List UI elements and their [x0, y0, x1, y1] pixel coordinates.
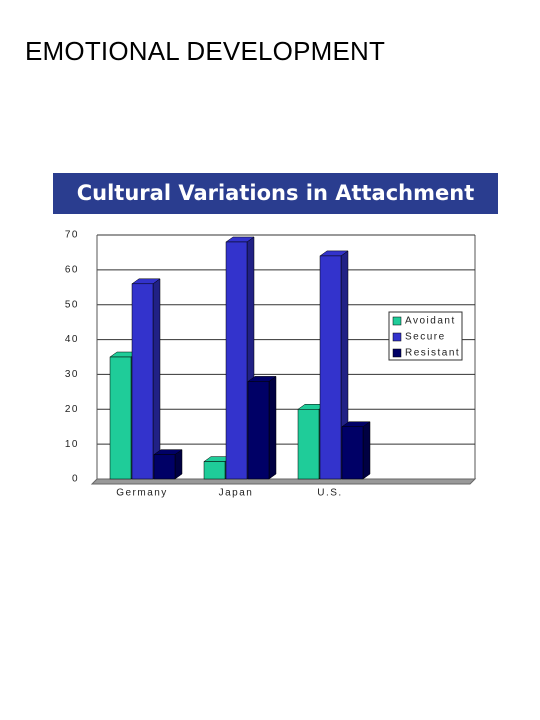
bar — [297, 409, 320, 480]
y-tick-label: 40 — [65, 334, 79, 345]
bar-side-shade — [363, 421, 370, 479]
bar-side-shade — [269, 376, 276, 479]
bar — [203, 461, 226, 480]
bar — [131, 283, 154, 480]
legend-label: Resistant — [405, 348, 460, 359]
floor — [90, 478, 477, 485]
legend-label: Secure — [405, 332, 446, 343]
bar — [341, 426, 364, 480]
y-tick-label: 70 — [65, 230, 79, 241]
y-tick-label: 60 — [65, 264, 79, 275]
bar-side-shade — [153, 278, 160, 479]
y-tick-label: 20 — [65, 404, 79, 415]
x-tick-label: Japan — [219, 488, 254, 499]
bar — [153, 454, 176, 480]
legend-label: Avoidant — [405, 316, 456, 327]
y-tick-label: 0 — [72, 474, 79, 485]
chart-title: Cultural Variations in Attachment — [53, 173, 498, 214]
legend-swatch — [392, 316, 402, 326]
bar — [319, 255, 342, 480]
y-tick-label: 30 — [65, 369, 79, 380]
y-tick-label: 10 — [65, 439, 79, 450]
y-tick-label: 50 — [65, 299, 79, 310]
x-tick-label: Germany — [116, 488, 168, 499]
legend-swatch — [392, 332, 402, 342]
bar — [247, 381, 270, 480]
bar — [225, 241, 248, 480]
legend-swatch — [392, 348, 402, 358]
bar-side-shade — [341, 250, 348, 479]
bar — [109, 356, 132, 480]
x-tick-label: U.S. — [317, 488, 342, 499]
slide-heading: EMOTIONAL DEVELOPMENT — [25, 36, 386, 66]
bar-side-shade — [175, 449, 182, 479]
